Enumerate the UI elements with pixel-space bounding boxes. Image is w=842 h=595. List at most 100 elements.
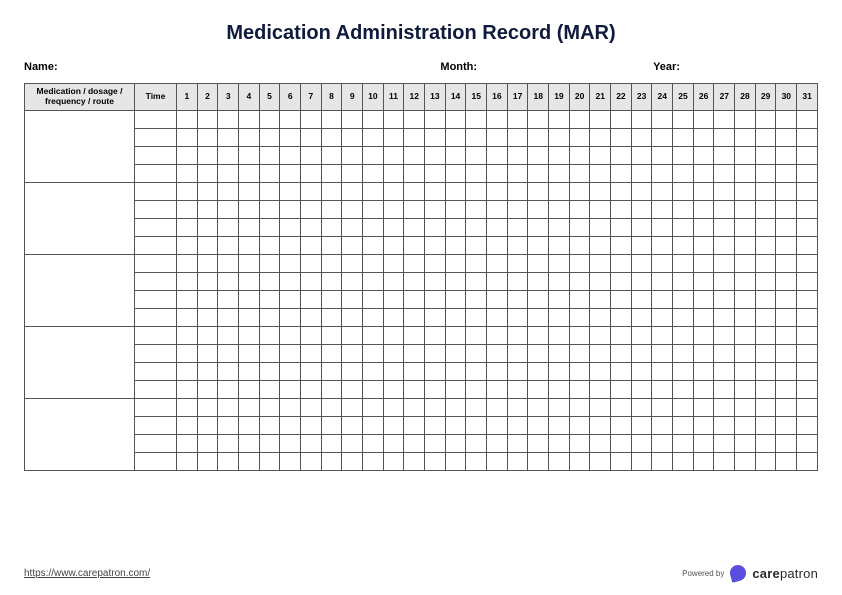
day-cell[interactable]: [177, 290, 198, 308]
time-cell[interactable]: [135, 164, 177, 182]
day-cell[interactable]: [528, 434, 549, 452]
day-cell[interactable]: [383, 326, 404, 344]
day-cell[interactable]: [445, 146, 466, 164]
day-cell[interactable]: [239, 128, 260, 146]
day-cell[interactable]: [218, 218, 239, 236]
day-cell[interactable]: [528, 452, 549, 470]
day-cell[interactable]: [714, 128, 735, 146]
day-cell[interactable]: [445, 236, 466, 254]
day-cell[interactable]: [239, 200, 260, 218]
day-cell[interactable]: [425, 290, 446, 308]
day-cell[interactable]: [776, 146, 797, 164]
day-cell[interactable]: [218, 146, 239, 164]
day-cell[interactable]: [631, 398, 652, 416]
day-cell[interactable]: [797, 326, 818, 344]
day-cell[interactable]: [714, 416, 735, 434]
day-cell[interactable]: [776, 218, 797, 236]
day-cell[interactable]: [714, 380, 735, 398]
day-cell[interactable]: [549, 164, 570, 182]
day-cell[interactable]: [735, 254, 756, 272]
medication-cell[interactable]: [25, 254, 135, 326]
day-cell[interactable]: [755, 218, 776, 236]
day-cell[interactable]: [569, 146, 590, 164]
day-cell[interactable]: [652, 434, 673, 452]
day-cell[interactable]: [797, 380, 818, 398]
day-cell[interactable]: [425, 182, 446, 200]
day-cell[interactable]: [797, 272, 818, 290]
day-cell[interactable]: [735, 380, 756, 398]
day-cell[interactable]: [487, 416, 508, 434]
day-cell[interactable]: [569, 344, 590, 362]
day-cell[interactable]: [383, 200, 404, 218]
day-cell[interactable]: [280, 326, 301, 344]
day-cell[interactable]: [197, 272, 218, 290]
day-cell[interactable]: [611, 308, 632, 326]
day-cell[interactable]: [321, 218, 342, 236]
day-cell[interactable]: [425, 218, 446, 236]
day-cell[interactable]: [569, 164, 590, 182]
day-cell[interactable]: [363, 218, 384, 236]
day-cell[interactable]: [342, 164, 363, 182]
day-cell[interactable]: [693, 110, 714, 128]
day-cell[interactable]: [735, 434, 756, 452]
day-cell[interactable]: [301, 416, 322, 434]
day-cell[interactable]: [528, 200, 549, 218]
footer-url[interactable]: https://www.carepatron.com/: [24, 568, 150, 579]
day-cell[interactable]: [549, 452, 570, 470]
day-cell[interactable]: [735, 398, 756, 416]
day-cell[interactable]: [239, 344, 260, 362]
day-cell[interactable]: [425, 434, 446, 452]
day-cell[interactable]: [528, 146, 549, 164]
day-cell[interactable]: [197, 362, 218, 380]
day-cell[interactable]: [631, 452, 652, 470]
day-cell[interactable]: [693, 272, 714, 290]
day-cell[interactable]: [425, 344, 446, 362]
day-cell[interactable]: [735, 164, 756, 182]
day-cell[interactable]: [487, 380, 508, 398]
day-cell[interactable]: [321, 164, 342, 182]
day-cell[interactable]: [714, 326, 735, 344]
day-cell[interactable]: [466, 380, 487, 398]
day-cell[interactable]: [611, 272, 632, 290]
day-cell[interactable]: [466, 182, 487, 200]
day-cell[interactable]: [301, 272, 322, 290]
day-cell[interactable]: [321, 236, 342, 254]
day-cell[interactable]: [363, 290, 384, 308]
medication-cell[interactable]: [25, 398, 135, 470]
time-cell[interactable]: [135, 380, 177, 398]
day-cell[interactable]: [652, 110, 673, 128]
day-cell[interactable]: [652, 326, 673, 344]
day-cell[interactable]: [735, 182, 756, 200]
day-cell[interactable]: [466, 272, 487, 290]
day-cell[interactable]: [611, 362, 632, 380]
day-cell[interactable]: [735, 326, 756, 344]
day-cell[interactable]: [797, 236, 818, 254]
day-cell[interactable]: [714, 452, 735, 470]
day-cell[interactable]: [528, 272, 549, 290]
medication-cell[interactable]: [25, 182, 135, 254]
day-cell[interactable]: [652, 344, 673, 362]
day-cell[interactable]: [177, 254, 198, 272]
day-cell[interactable]: [321, 326, 342, 344]
day-cell[interactable]: [218, 290, 239, 308]
day-cell[interactable]: [425, 308, 446, 326]
day-cell[interactable]: [507, 164, 528, 182]
day-cell[interactable]: [177, 362, 198, 380]
day-cell[interactable]: [776, 164, 797, 182]
day-cell[interactable]: [590, 164, 611, 182]
day-cell[interactable]: [321, 200, 342, 218]
day-cell[interactable]: [383, 434, 404, 452]
medication-cell[interactable]: [25, 110, 135, 182]
day-cell[interactable]: [797, 146, 818, 164]
day-cell[interactable]: [239, 380, 260, 398]
day-cell[interactable]: [673, 182, 694, 200]
day-cell[interactable]: [342, 452, 363, 470]
day-cell[interactable]: [404, 164, 425, 182]
day-cell[interactable]: [693, 380, 714, 398]
day-cell[interactable]: [549, 290, 570, 308]
day-cell[interactable]: [693, 200, 714, 218]
day-cell[interactable]: [487, 146, 508, 164]
day-cell[interactable]: [652, 452, 673, 470]
day-cell[interactable]: [383, 290, 404, 308]
day-cell[interactable]: [404, 272, 425, 290]
